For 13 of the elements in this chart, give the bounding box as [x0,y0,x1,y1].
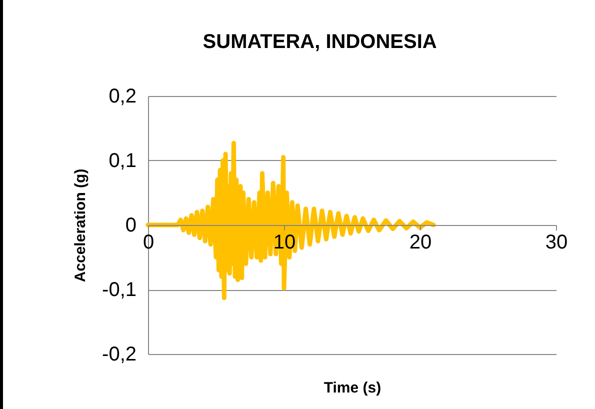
x-tick-label: 10 [273,232,296,254]
y-tick-label: 0,1 [108,150,136,172]
y-tick-label: -0,1 [102,279,136,301]
y-tick-label: -0,2 [102,344,136,366]
x-tick-label: 30 [545,232,568,254]
x-tick-label: 20 [409,232,432,254]
y-tick-label: 0,2 [108,86,136,108]
line-series [146,140,436,300]
y-axis-title: Acceleration (g) [72,168,90,282]
x-tick-label: 0 [142,232,154,254]
chart-title: SUMATERA, INDONESIA [202,31,437,53]
y-tick-label: 0 [125,214,136,236]
x-axis-title: Time (s) [324,380,382,396]
